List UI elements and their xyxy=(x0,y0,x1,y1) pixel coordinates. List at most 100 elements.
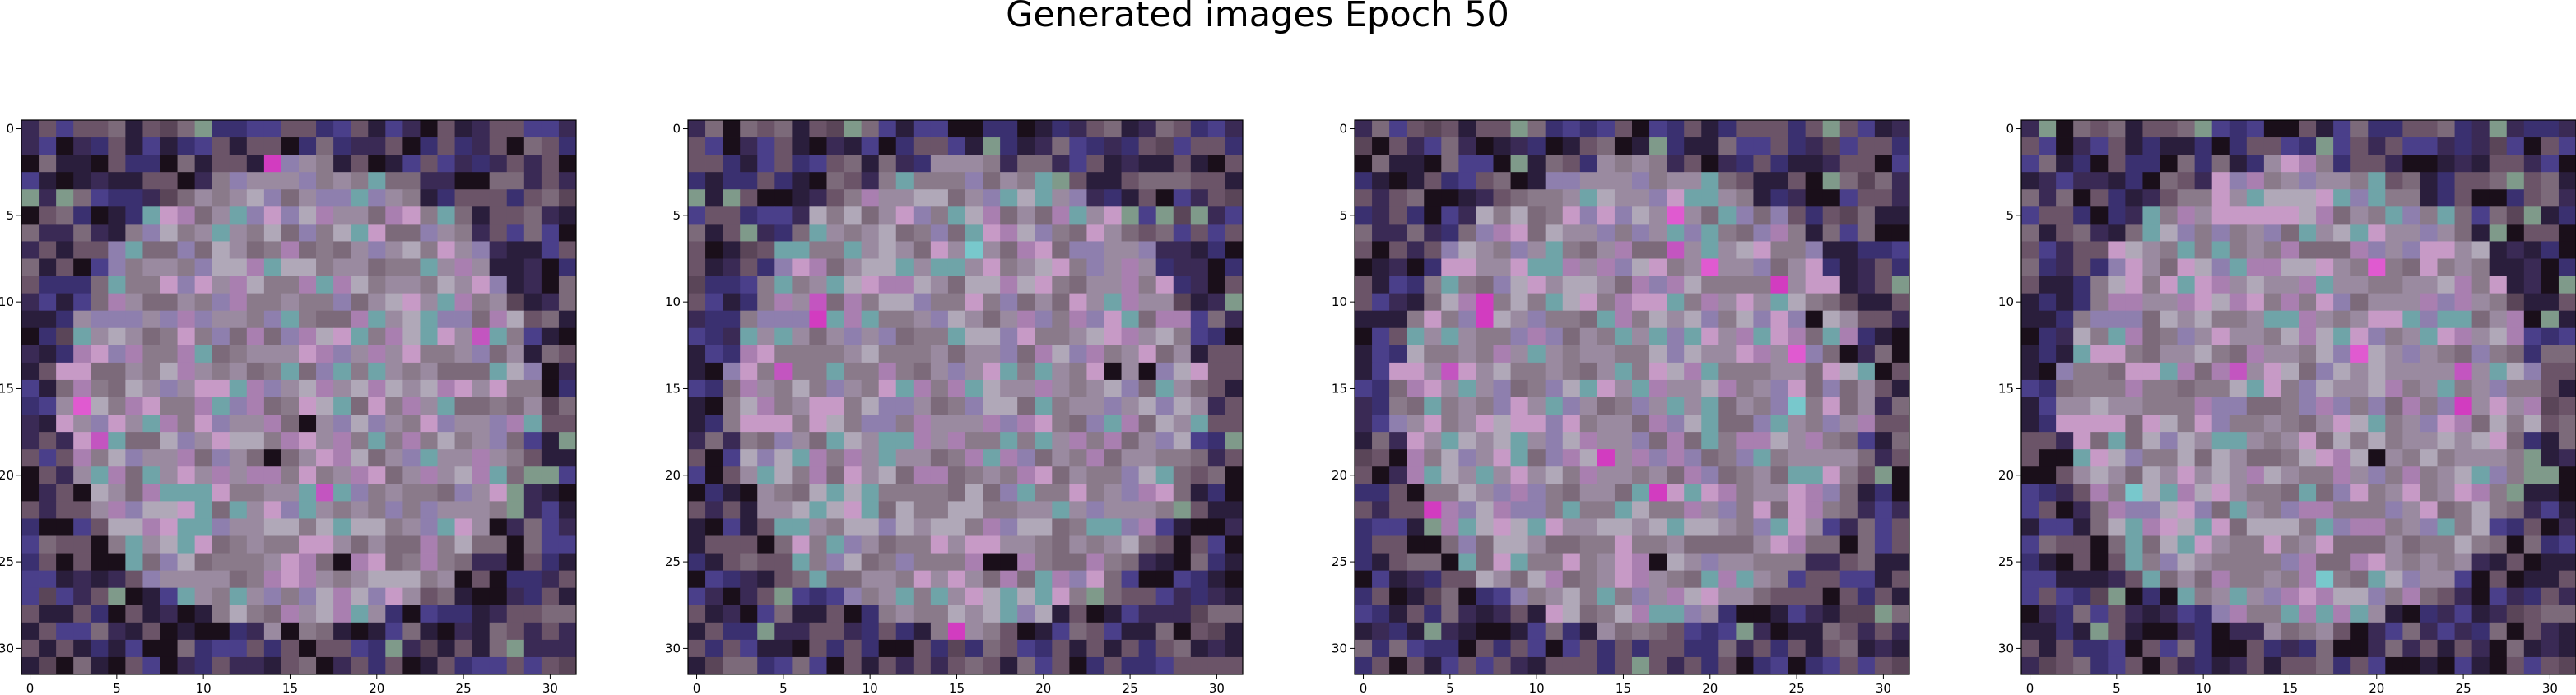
pixel-cell xyxy=(489,310,508,329)
pixel-cell xyxy=(1874,189,1893,207)
pixel-cell xyxy=(1017,379,1035,398)
pixel-cell xyxy=(2246,224,2265,242)
pixel-cell xyxy=(1527,397,1546,415)
pixel-cell xyxy=(861,535,880,554)
pixel-cell xyxy=(2039,432,2057,450)
pixel-cell xyxy=(1770,241,1788,259)
pixel-cell xyxy=(895,327,914,346)
pixel-cell xyxy=(2125,293,2143,312)
pixel-cell xyxy=(2299,501,2317,519)
pixel-cell xyxy=(472,449,491,467)
pixel-cell xyxy=(2299,172,2317,190)
pixel-cell xyxy=(2177,241,2196,259)
pixel-cell xyxy=(1441,656,1459,675)
pixel-cell xyxy=(2229,379,2248,398)
pixel-cell xyxy=(983,155,1001,173)
pixel-cell xyxy=(39,535,57,554)
pixel-cell xyxy=(541,466,560,484)
pixel-cell xyxy=(489,137,508,155)
pixel-cell xyxy=(2108,137,2126,155)
pixel-cell xyxy=(2125,224,2143,242)
pixel-cell xyxy=(705,155,723,173)
pixel-cell xyxy=(1052,484,1070,502)
pixel-cell xyxy=(212,466,230,484)
pixel-cell xyxy=(1753,466,1771,484)
pixel-cell xyxy=(2299,587,2317,606)
pixel-cell xyxy=(1069,258,1087,276)
pixel-cell xyxy=(1121,137,1140,155)
pixel-cell xyxy=(2316,484,2334,502)
pixel-cell xyxy=(2402,587,2420,606)
pixel-cell xyxy=(1545,241,1564,259)
pixel-cell xyxy=(1441,310,1459,329)
pixel-cell xyxy=(1545,432,1564,450)
pixel-cell xyxy=(2316,189,2334,207)
pixel-cell xyxy=(2056,518,2074,536)
pixel-cell xyxy=(983,379,1001,398)
pixel-cell xyxy=(2523,310,2542,329)
pixel-cell xyxy=(454,553,473,572)
pixel-cell xyxy=(39,397,57,415)
pixel-cell xyxy=(930,432,949,450)
pixel-cell xyxy=(1839,639,1858,658)
pixel-cell xyxy=(351,224,369,242)
pixel-cell xyxy=(1458,155,1476,173)
pixel-cell xyxy=(2073,656,2091,675)
pixel-cell xyxy=(1017,432,1035,450)
pixel-cell xyxy=(1632,622,1650,641)
pixel-cell xyxy=(2090,570,2109,589)
pixel-cell xyxy=(1579,656,1598,675)
pixel-cell xyxy=(39,570,57,589)
pixel-cell xyxy=(2281,570,2299,589)
pixel-cell xyxy=(2125,397,2143,415)
pixel-cell xyxy=(844,415,863,433)
pixel-cell xyxy=(1632,189,1650,207)
pixel-cell xyxy=(1190,622,1209,641)
pixel-cell xyxy=(1424,415,1442,433)
pixel-cell xyxy=(39,379,57,398)
pixel-cell xyxy=(1770,501,1788,519)
pixel-cell xyxy=(1684,432,1702,450)
pixel-cell xyxy=(229,345,248,364)
pixel-cell xyxy=(1562,501,1581,519)
pixel-cell xyxy=(2073,518,2091,536)
pixel-cell xyxy=(1545,535,1564,554)
y-tick-label: 0 xyxy=(672,122,681,137)
pixel-cell xyxy=(73,276,91,294)
pixel-cell xyxy=(194,397,213,415)
pixel-cell xyxy=(1649,189,1667,207)
pixel-cell xyxy=(1069,432,1087,450)
pixel-cell xyxy=(1684,379,1702,398)
pixel-cell xyxy=(2160,415,2178,433)
pixel-cell xyxy=(2350,622,2369,641)
pixel-cell xyxy=(2402,327,2420,346)
pixel-cell xyxy=(2402,415,2420,433)
pixel-cell xyxy=(1207,622,1226,641)
pixel-cell xyxy=(420,570,438,589)
pixel-cell xyxy=(1667,276,1685,294)
pixel-cell xyxy=(1753,327,1771,346)
pixel-cell xyxy=(1736,327,1754,346)
x-tick-label: 10 xyxy=(1529,681,1545,695)
pixel-cell xyxy=(1770,656,1788,675)
pixel-cell xyxy=(177,605,196,623)
pixel-cell xyxy=(2506,570,2525,589)
pixel-cell xyxy=(1104,206,1122,225)
pixel-cell xyxy=(73,189,91,207)
pixel-cell xyxy=(2523,155,2542,173)
pixel-cell xyxy=(2229,172,2248,190)
pixel-cell xyxy=(1614,362,1633,381)
pixel-cell xyxy=(1614,206,1633,225)
pixel-cell xyxy=(1035,293,1053,312)
pixel-cell xyxy=(878,172,897,190)
pixel-cell xyxy=(809,622,827,641)
pixel-cell xyxy=(2558,501,2576,519)
pixel-cell xyxy=(1372,189,1390,207)
pixel-cell xyxy=(142,224,160,242)
pixel-cell xyxy=(1736,466,1754,484)
pixel-cell xyxy=(2558,518,2576,536)
pixel-cell xyxy=(1736,189,1754,207)
pixel-cell xyxy=(1173,484,1192,502)
pixel-cell xyxy=(1458,172,1476,190)
pixel-cell xyxy=(1788,518,1806,536)
